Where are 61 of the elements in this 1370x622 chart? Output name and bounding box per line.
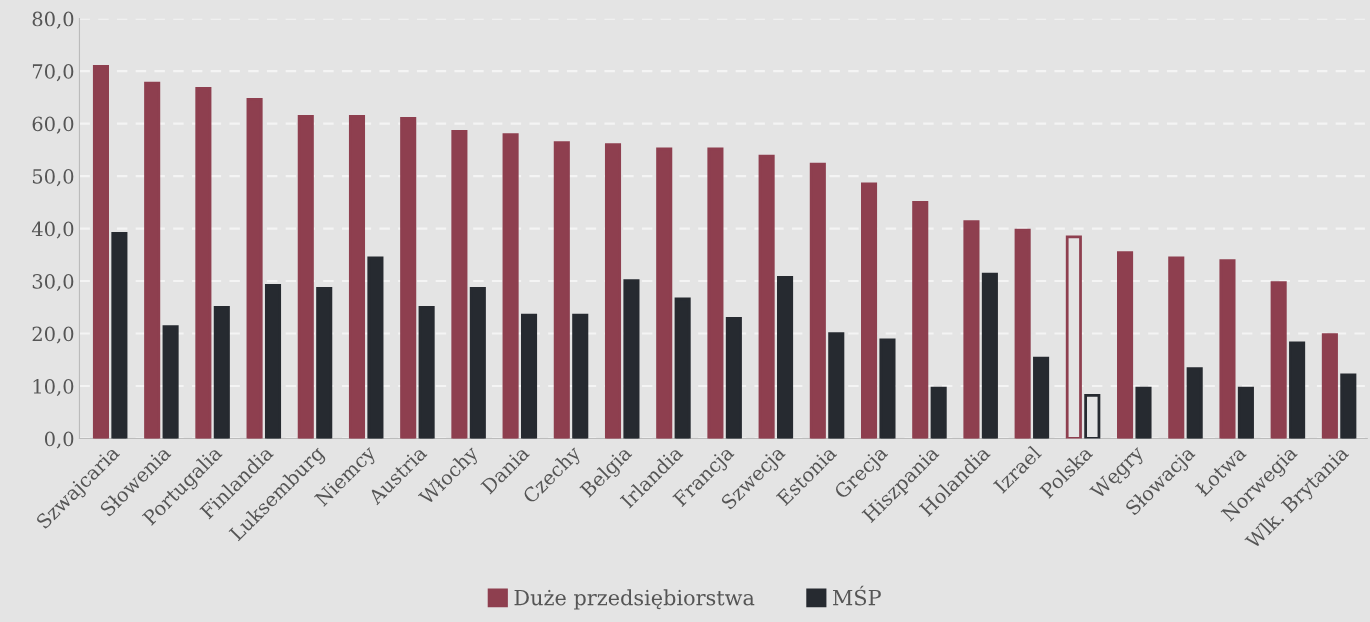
bar: [930, 386, 947, 439]
bar: [758, 154, 775, 439]
bar: [1289, 341, 1306, 439]
bar: [348, 114, 366, 439]
bar: [297, 114, 314, 439]
bar: [1340, 373, 1357, 439]
bar: [213, 305, 230, 439]
bar: [451, 130, 468, 439]
bar: [656, 147, 673, 439]
bar: [553, 141, 570, 439]
bar: [707, 147, 724, 439]
bar: [144, 81, 161, 439]
bar: [1135, 386, 1152, 439]
y-tick-label: 50,0: [32, 169, 74, 187]
bar: [162, 325, 179, 439]
y-tick-label: 70,0: [32, 64, 74, 82]
bar: [502, 133, 519, 439]
bar: [912, 200, 929, 439]
bar: [860, 182, 878, 439]
bar: [674, 297, 691, 439]
bar: [195, 87, 212, 439]
bar: [1237, 386, 1254, 439]
bar: [879, 338, 896, 439]
legend-label: MŚP: [833, 585, 881, 606]
bar: [92, 65, 110, 439]
bar: [963, 220, 980, 439]
bar: [572, 313, 589, 439]
y-tick-label: 0,0: [44, 431, 74, 449]
bar: [1321, 333, 1338, 439]
bar: [623, 279, 640, 439]
bar: [828, 332, 845, 439]
bar: [1014, 228, 1031, 439]
y-tick-label: 20,0: [32, 326, 74, 344]
bar: [1033, 356, 1050, 439]
bar: [809, 162, 826, 439]
bar: [469, 287, 486, 439]
bar: [1270, 281, 1287, 439]
bar: [316, 287, 333, 439]
y-tick-label: 40,0: [31, 221, 74, 239]
bar: [520, 313, 538, 439]
y-tick-label: 80,0: [32, 11, 74, 29]
bar: [725, 316, 742, 439]
bar: [367, 256, 384, 439]
bar: [246, 98, 263, 439]
bar: [777, 276, 794, 439]
y-tick-label: 60,0: [32, 116, 74, 134]
bar: [418, 305, 435, 439]
bar: [981, 272, 998, 439]
bar: [1117, 251, 1134, 439]
y-tick-label: 30,0: [32, 274, 74, 292]
bar: [1219, 259, 1236, 439]
bar: [604, 143, 622, 439]
bar: [1065, 235, 1082, 439]
y-tick-label: 10,0: [33, 378, 74, 397]
bar: [1168, 256, 1185, 439]
legend-label: Duże przedsiębiorstwa: [514, 589, 755, 610]
bar: [1186, 367, 1203, 439]
bar: [111, 231, 128, 439]
bar: [1084, 394, 1101, 439]
bar: [264, 283, 282, 439]
bar: [400, 116, 417, 439]
